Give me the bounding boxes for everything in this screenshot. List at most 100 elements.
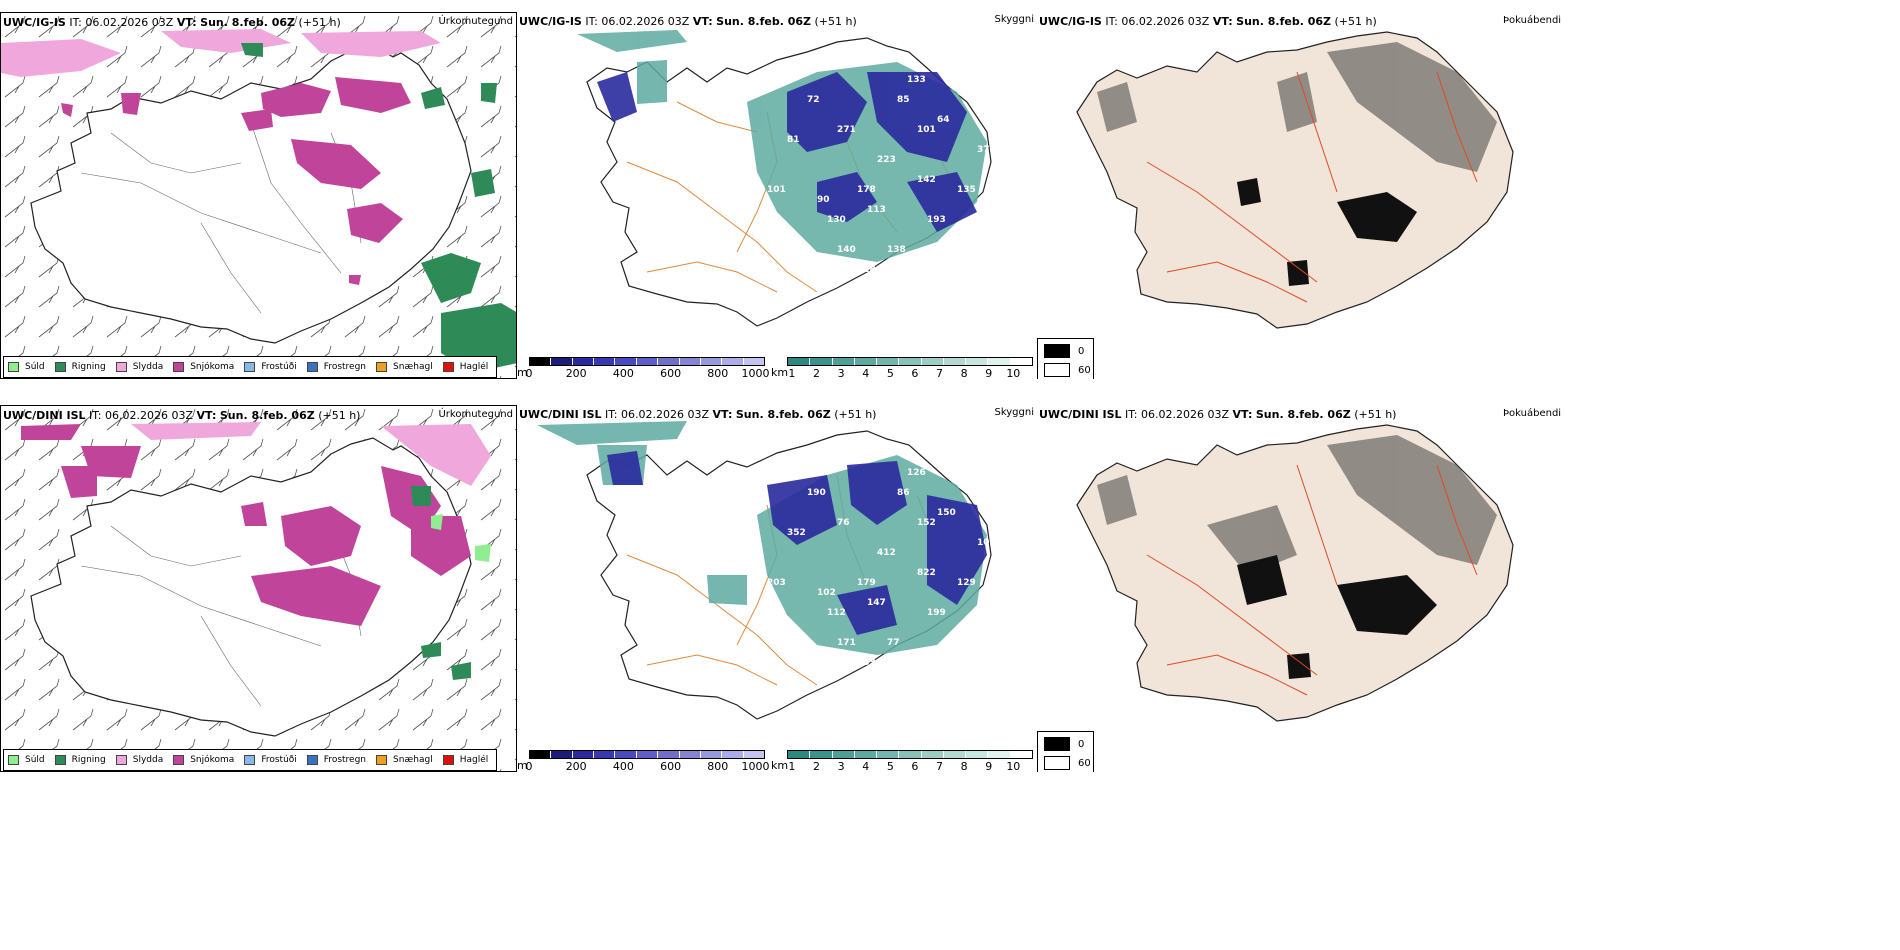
colorbar-ticks: 0 200 400 600 800 1000: [526, 759, 770, 772]
legend-item: Snjókoma: [173, 755, 234, 765]
rain-areas: [411, 486, 471, 680]
cloud-base-label: 253: [857, 658, 876, 668]
precip-panel-row2: UWC/DINI ISL IT: 06.02.2026 03Z VT: Sun.…: [0, 405, 517, 772]
legend-swatch: [244, 755, 256, 765]
cloud-base-label: 203: [767, 578, 786, 588]
fog-swatch-black: [1044, 737, 1070, 751]
legend-swatch: [8, 755, 19, 765]
cloud-base-label: 129: [957, 578, 976, 588]
cloud-base-label: 64: [937, 115, 950, 125]
panel-header: UWC/IG-IS IT: 06.02.2026 03Z VT: Sun. 8.…: [1039, 15, 1377, 28]
cloud-base-label: 228: [857, 265, 876, 275]
cloud-base-label: 76: [837, 518, 850, 528]
tick-label: 200: [565, 760, 587, 772]
cloud-base-colorbar: m 0 200 400 600 800 1000: [517, 357, 770, 379]
cloud-base-label: 373: [977, 145, 996, 155]
cloud-base-label: 150: [937, 508, 956, 518]
cloud-base-label: 101: [917, 125, 936, 135]
tick-label: 8: [960, 760, 968, 772]
low-cloud-areas: [607, 451, 987, 635]
cloud-panel-row1: UWC/IG-IS IT: 06.02.2026 03Z VT: Sun. 8.…: [517, 12, 1037, 379]
colorbar-cells: [529, 357, 765, 366]
cloud-panel-row2: UWC/DINI ISL IT: 06.02.2026 03Z VT: Sun.…: [517, 405, 1037, 772]
cloud-base-label: 352: [787, 528, 806, 538]
fog-legend: 0 60: [1037, 731, 1094, 772]
sleet-areas: [131, 422, 491, 486]
tick-label: 400: [612, 367, 634, 379]
dense-fog: [1237, 555, 1437, 679]
panel-title: Skyggni: [994, 407, 1034, 418]
tick-label: 5: [886, 760, 894, 772]
cloud-base-label: 179: [857, 578, 876, 588]
legend-item: Rigning: [54, 362, 106, 372]
precip-map: [1, 406, 516, 771]
tick-label: 8: [960, 367, 968, 379]
legend-item: Súld: [8, 362, 45, 372]
cloud-base-label: 223: [877, 155, 896, 165]
tick-label: 1: [788, 760, 796, 772]
cloud-base-label: 178: [857, 185, 876, 195]
legend-swatch: [376, 362, 388, 372]
colorbar-ticks: 0 200 400 600 800 1000: [525, 366, 770, 379]
legend-item: Haglél: [442, 755, 488, 765]
panel-header: UWC/IG-IS IT: 06.02.2026 03Z VT: Sun. 8.…: [519, 15, 857, 28]
panel-title: Þokuábendi: [1503, 15, 1562, 26]
cloud-base-label: 72: [807, 95, 820, 105]
precip-legend: Súld Rigning Slydda Snjókoma Frostúði Fr…: [3, 749, 498, 771]
visibility-colorbar: km 1 2 3 4 5 6 7 8 9 10: [771, 357, 1033, 379]
cloud-base-label: 133: [907, 75, 926, 85]
tick-label: 5: [886, 367, 894, 379]
legend-swatch: [442, 755, 454, 765]
cloud-base-label: 135: [957, 185, 976, 195]
tick-label: 200: [565, 367, 587, 379]
snow-areas: [21, 424, 471, 626]
tick-label: 0: [525, 367, 533, 379]
fog-panel-row1: UWC/IG-IS IT: 06.02.2026 03Z VT: Sun. 8.…: [1037, 12, 1900, 379]
tick-label: 9: [985, 367, 993, 379]
panel-header: UWC/IG-IS IT: 06.02.2026 03Z VT: Sun. 8.…: [3, 16, 341, 29]
tick-label: 2: [813, 760, 821, 772]
roads: [1146, 464, 1478, 696]
legend-swatch: [173, 362, 185, 372]
cloud-base-label: 126: [907, 468, 926, 478]
panel-title: Úrkomutegund: [438, 16, 513, 27]
cloud-base-colorbar: m 0 200 400 600 800 1000: [517, 750, 770, 772]
tick-label: 4: [862, 367, 870, 379]
cloud-base-label: 199: [927, 608, 946, 618]
tick-label: 7: [936, 367, 944, 379]
fog-legend-row: 0: [1044, 737, 1084, 751]
fog-panel-row2: UWC/DINI ISL IT: 06.02.2026 03Z VT: Sun.…: [1037, 405, 1900, 772]
cloud-base-label: 90: [817, 195, 830, 205]
tick-label: 400: [612, 760, 634, 772]
legend-item: Rigning: [54, 755, 106, 765]
rain-areas: [241, 43, 516, 373]
legend-swatch: [54, 362, 66, 372]
cloud-base-label: 101: [767, 185, 786, 195]
panel-header: UWC/DINI ISL IT: 06.02.2026 03Z VT: Sun.…: [519, 408, 877, 421]
cloud-base-label: 86: [897, 488, 910, 498]
fog-swatch-white: [1044, 363, 1070, 377]
tick-label: 4: [862, 760, 870, 772]
cloud-base-label: 130: [827, 215, 846, 225]
legend-swatch: [306, 755, 318, 765]
tick-label: 800: [707, 760, 729, 772]
panel-title: Úrkomutegund: [438, 409, 513, 420]
precip-map: [1, 13, 516, 378]
fog-legend-row: 60: [1044, 756, 1091, 770]
fog-map: [1076, 31, 1514, 329]
tick-label: 1000: [741, 367, 770, 379]
cloud-base-label: 140: [837, 245, 856, 255]
legend-swatch: [115, 755, 127, 765]
legend-item: Snæhagl: [376, 362, 433, 372]
cloud-base-label: 81: [787, 135, 800, 145]
fog-legend: 0 60: [1037, 338, 1094, 379]
cloud-map: 1338510164271223142178113130817290101140…: [577, 30, 996, 327]
tick-label: 600: [660, 760, 682, 772]
tick-label: 600: [660, 367, 682, 379]
tick-label: 1000: [741, 760, 770, 772]
colorbar-unit: m: [517, 366, 528, 379]
tick-label: 9: [985, 760, 993, 772]
colorbar-unit: km: [771, 366, 789, 379]
legend-item: Súld: [8, 755, 45, 765]
